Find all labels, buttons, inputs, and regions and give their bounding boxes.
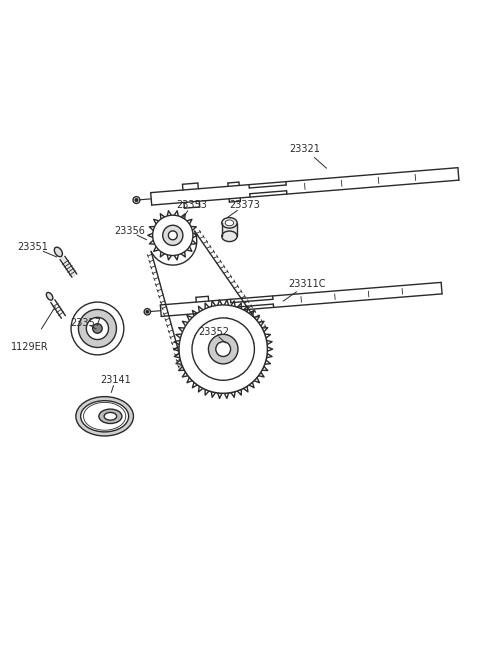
Polygon shape	[160, 282, 442, 316]
Polygon shape	[151, 168, 459, 205]
Text: 23141: 23141	[100, 375, 131, 385]
Text: 23353: 23353	[177, 200, 207, 210]
Text: 23352: 23352	[198, 328, 229, 337]
Circle shape	[174, 299, 273, 398]
Circle shape	[135, 198, 138, 202]
Circle shape	[163, 225, 183, 246]
Ellipse shape	[222, 231, 237, 242]
Text: 23356: 23356	[114, 227, 145, 236]
Ellipse shape	[81, 401, 129, 432]
Ellipse shape	[99, 409, 122, 424]
Circle shape	[71, 302, 124, 355]
Circle shape	[168, 231, 177, 240]
Circle shape	[144, 309, 151, 315]
Ellipse shape	[225, 220, 234, 226]
Text: 23351: 23351	[17, 242, 48, 252]
Ellipse shape	[47, 292, 53, 300]
Circle shape	[192, 318, 254, 381]
Polygon shape	[222, 223, 237, 236]
Circle shape	[216, 342, 230, 356]
Circle shape	[86, 318, 108, 339]
Circle shape	[78, 309, 117, 347]
Ellipse shape	[54, 247, 62, 257]
Circle shape	[153, 215, 193, 255]
Circle shape	[146, 310, 149, 313]
Circle shape	[148, 210, 198, 260]
Text: 23373: 23373	[229, 200, 260, 210]
Polygon shape	[149, 217, 267, 393]
Circle shape	[179, 305, 267, 393]
Text: 23311C: 23311C	[288, 279, 326, 290]
Text: 23357: 23357	[70, 318, 101, 328]
Ellipse shape	[76, 397, 133, 436]
Ellipse shape	[222, 217, 237, 228]
Circle shape	[208, 334, 238, 364]
Text: 23321: 23321	[289, 144, 320, 154]
Circle shape	[93, 324, 102, 333]
Circle shape	[133, 196, 140, 204]
Ellipse shape	[104, 413, 117, 420]
Text: 1129ER: 1129ER	[12, 342, 49, 352]
